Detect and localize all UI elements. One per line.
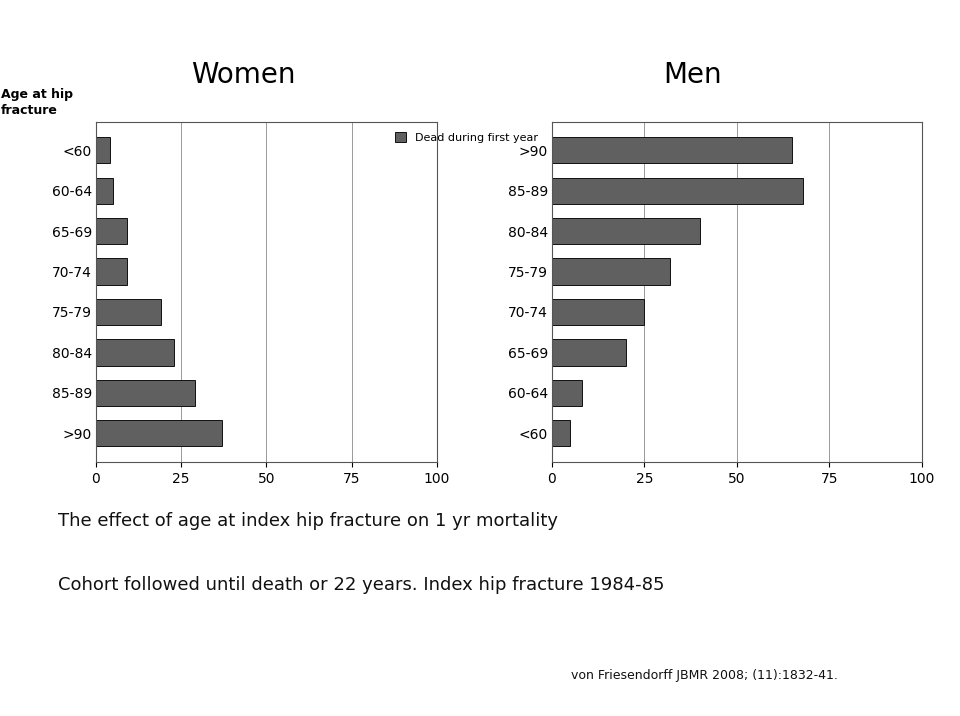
Bar	[552, 218, 700, 244]
Bar	[96, 137, 109, 163]
Text: Women: Women	[191, 61, 296, 89]
Bar	[552, 258, 670, 285]
Bar	[96, 178, 113, 204]
Bar	[96, 420, 222, 446]
Bar	[96, 379, 195, 406]
Bar	[552, 178, 804, 204]
Bar	[96, 299, 160, 325]
Bar	[552, 339, 626, 366]
Bar	[552, 379, 582, 406]
Legend: Dead during first year: Dead during first year	[395, 132, 538, 142]
Bar	[552, 137, 792, 163]
Bar	[552, 420, 570, 446]
Text: von Friesendorff JBMR 2008; (11):1832-41.: von Friesendorff JBMR 2008; (11):1832-41…	[571, 669, 838, 682]
Text: Proportion dead within the first year: Proportion dead within the first year	[178, 62, 782, 90]
Text: Men: Men	[662, 61, 722, 89]
Text: Age at hip
fracture: Age at hip fracture	[1, 87, 73, 117]
Text: After hip fracture:: After hip fracture:	[330, 23, 630, 51]
Text: Cohort followed until death or 22 years. Index hip fracture 1984-85: Cohort followed until death or 22 years.…	[58, 576, 664, 594]
Bar	[552, 299, 644, 325]
Bar	[96, 339, 175, 366]
Text: The effect of age at index hip fracture on 1 yr mortality: The effect of age at index hip fracture …	[58, 512, 558, 530]
Bar	[96, 258, 127, 285]
Bar	[96, 218, 127, 244]
